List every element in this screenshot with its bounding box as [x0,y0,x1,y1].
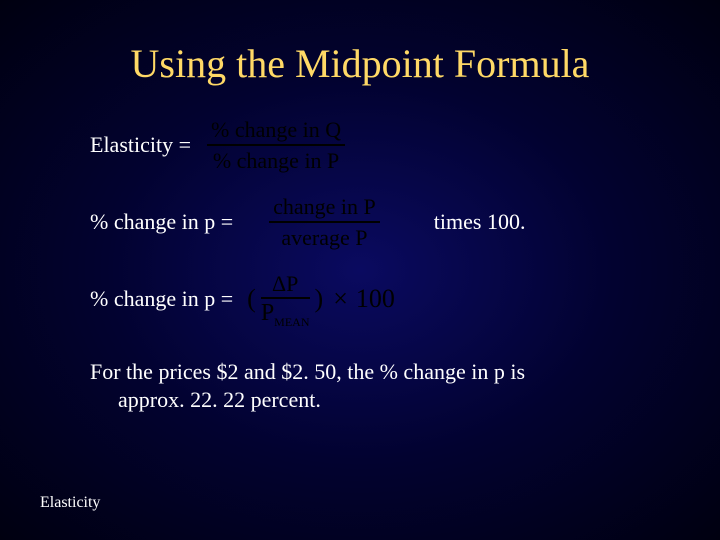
left-paren: ( [245,284,258,314]
pct-change-words-row: % change in p = change in P average P ti… [90,194,660,251]
conclusion-line2: approx. 22. 22 percent. [90,386,660,414]
elasticity-row: Elasticity = % change in Q % change in P [90,117,660,174]
pct-change-words-suffix: times 100. [434,209,526,235]
conclusion-line1: For the prices $2 and $2. 50, the % chan… [90,358,660,386]
fraction-bar [261,297,310,299]
conclusion-text: For the prices $2 and $2. 50, the % chan… [90,358,660,413]
pct-change-words-fraction: change in P average P [269,194,380,251]
elasticity-fraction: % change in Q % change in P [207,117,345,174]
pct-change-symbols-label: % change in p = [90,286,233,312]
symbols-numerator: ΔP [272,272,298,295]
fraction-bar [207,144,345,146]
pct-change-words-denominator: average P [277,225,371,250]
elasticity-label: Elasticity = [90,132,191,158]
elasticity-denominator: % change in P [209,148,343,173]
pct-change-words-label: % change in p = [90,209,233,235]
symbols-fraction: ΔP PMEAN [261,272,310,326]
right-paren: ) [313,284,326,314]
constant-100: 100 [356,284,395,314]
slide-title: Using the Midpoint Formula [0,0,720,117]
slide-footer: Elasticity [40,494,100,512]
pct-change-symbols-formula: ( ΔP PMEAN ) × 100 [245,272,395,326]
times-operator: × [333,284,348,314]
slide-content: Elasticity = % change in Q % change in P… [0,117,720,413]
pct-change-words-numerator: change in P [269,194,380,219]
symbols-denominator: PMEAN [261,301,310,326]
pct-change-symbols-row: % change in p = ( ΔP PMEAN ) × 100 [90,272,660,326]
fraction-bar [269,221,380,223]
elasticity-numerator: % change in Q [207,117,345,142]
